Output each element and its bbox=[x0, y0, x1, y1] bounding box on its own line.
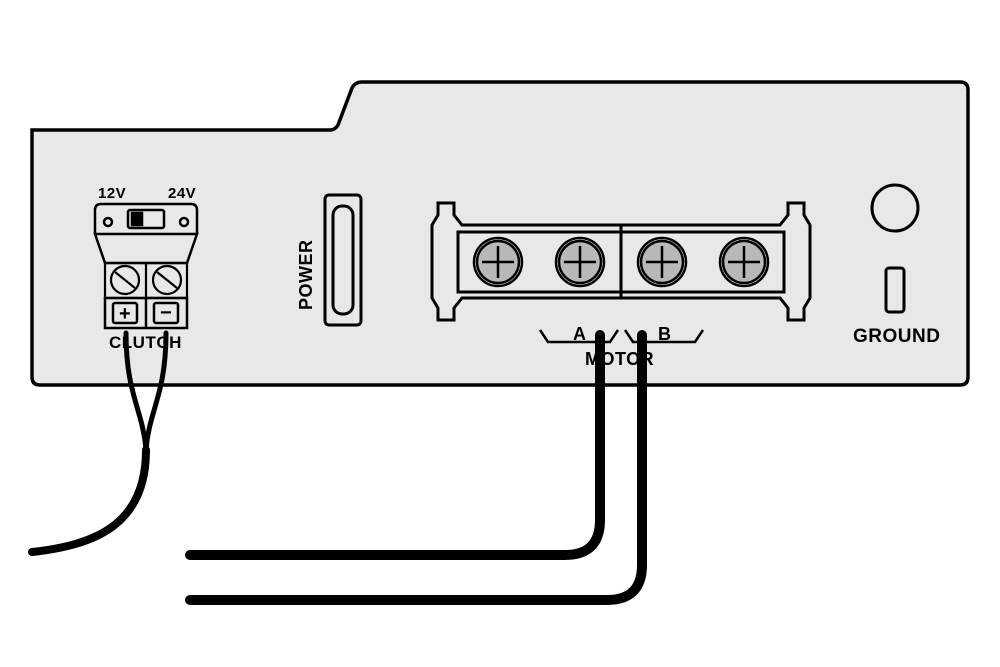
volt-12v-label: 12V bbox=[98, 185, 126, 202]
ground-label: GROUND bbox=[853, 326, 940, 347]
clutch-plus: + bbox=[119, 303, 131, 325]
wiring-diagram: 12V 24V + − CLUTCH POWER bbox=[0, 0, 1000, 667]
clutch-minus: − bbox=[160, 302, 172, 324]
motor-a-label: A bbox=[573, 324, 587, 344]
volt-24v-label: 24V bbox=[168, 185, 196, 202]
clutch-label: CLUTCH bbox=[109, 333, 182, 352]
motor-b-label: B bbox=[658, 324, 672, 344]
power-label: POWER bbox=[296, 239, 316, 310]
